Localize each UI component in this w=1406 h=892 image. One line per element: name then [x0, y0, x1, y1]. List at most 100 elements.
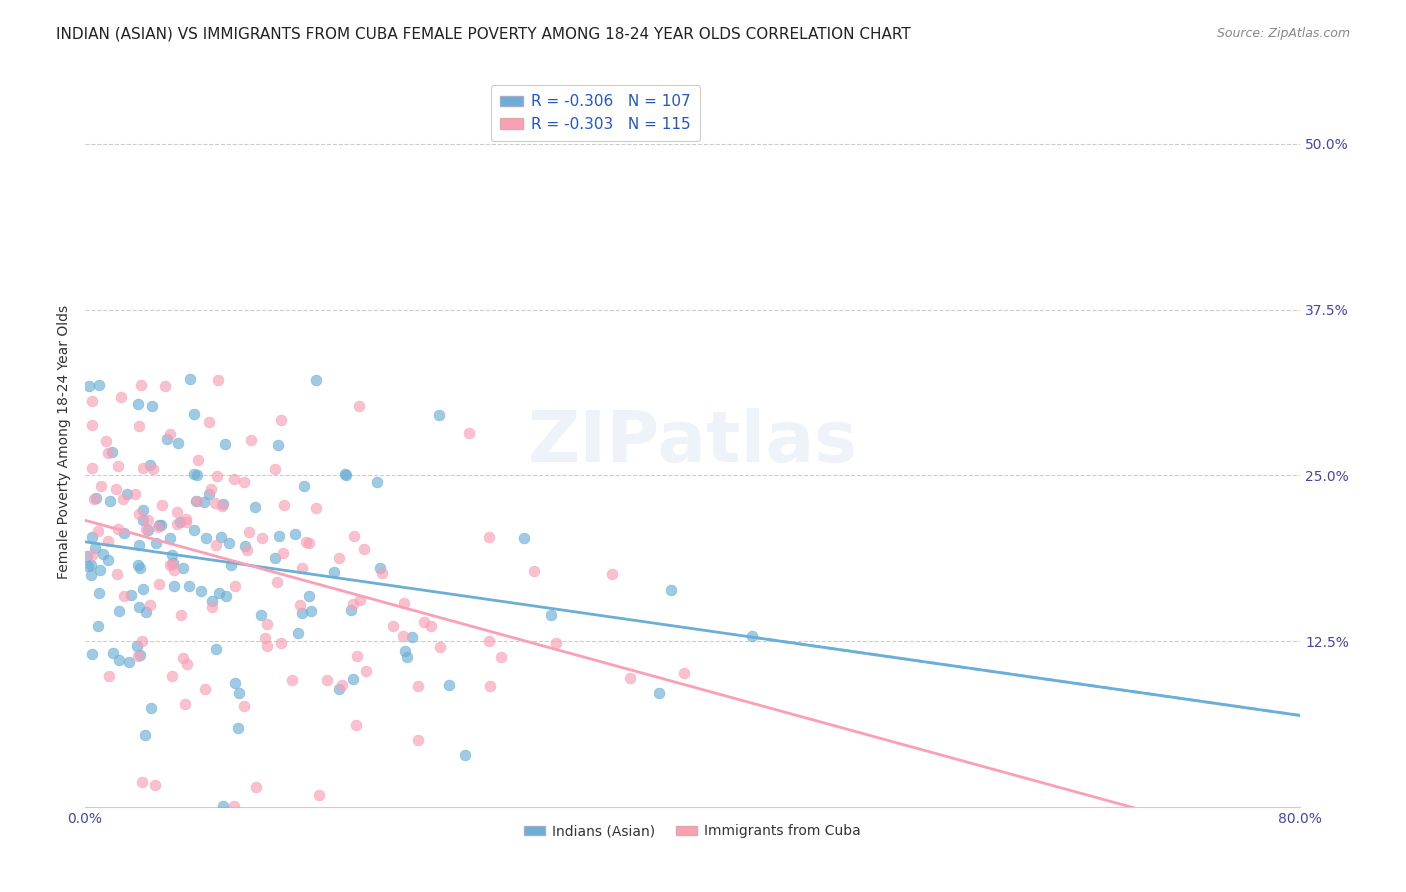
Point — [647, 686, 669, 700]
Point — [291, 606, 314, 620]
Point — [264, 551, 287, 566]
Point — [84, 491, 107, 505]
Point — [408, 732, 430, 747]
Point — [174, 516, 197, 530]
Point — [124, 487, 146, 501]
Point — [84, 541, 107, 555]
Point — [139, 598, 162, 612]
Point — [136, 513, 159, 527]
Point — [80, 647, 103, 661]
Point — [98, 494, 121, 508]
Point — [145, 535, 167, 549]
Point — [129, 378, 152, 392]
Point — [174, 512, 197, 526]
Point — [263, 462, 285, 476]
Point — [395, 649, 418, 664]
Point — [179, 372, 201, 386]
Point — [273, 498, 295, 512]
Point — [212, 798, 235, 813]
Point — [118, 655, 141, 669]
Point — [342, 597, 364, 611]
Point — [288, 598, 311, 612]
Point — [522, 564, 544, 578]
Point — [427, 408, 450, 422]
Point — [80, 558, 103, 573]
Point — [110, 390, 132, 404]
Point — [453, 748, 475, 763]
Point — [170, 608, 193, 623]
Point — [112, 589, 135, 603]
Point — [205, 469, 228, 483]
Point — [201, 594, 224, 608]
Point — [183, 523, 205, 537]
Point — [240, 434, 263, 448]
Point — [190, 584, 212, 599]
Point — [134, 728, 156, 742]
Point — [349, 592, 371, 607]
Point — [172, 561, 194, 575]
Point — [222, 472, 245, 486]
Point — [212, 497, 235, 511]
Point — [354, 664, 377, 678]
Point — [266, 438, 288, 452]
Point — [132, 582, 155, 597]
Point — [183, 467, 205, 482]
Point — [186, 467, 208, 482]
Point — [215, 590, 238, 604]
Point — [238, 524, 260, 539]
Point — [233, 475, 256, 489]
Point — [135, 605, 157, 619]
Point — [187, 452, 209, 467]
Point — [186, 494, 208, 508]
Point — [209, 530, 232, 544]
Point — [322, 566, 344, 580]
Point — [204, 496, 226, 510]
Point — [208, 586, 231, 600]
Point — [153, 379, 176, 393]
Point — [160, 557, 183, 571]
Point — [90, 479, 112, 493]
Point — [131, 634, 153, 648]
Point — [478, 679, 501, 693]
Point — [177, 579, 200, 593]
Point — [224, 675, 246, 690]
Point — [80, 394, 103, 409]
Point — [437, 678, 460, 692]
Point — [194, 681, 217, 696]
Point — [105, 483, 128, 497]
Point — [347, 399, 370, 413]
Point — [344, 718, 367, 732]
Point — [330, 678, 353, 692]
Point — [333, 467, 356, 481]
Point — [148, 577, 170, 591]
Point — [218, 535, 240, 549]
Point — [193, 495, 215, 509]
Point — [245, 500, 267, 515]
Point — [136, 523, 159, 537]
Point — [478, 633, 501, 648]
Point — [159, 558, 181, 573]
Point — [339, 603, 361, 617]
Point — [413, 615, 436, 630]
Point — [201, 599, 224, 614]
Point — [271, 546, 294, 560]
Point — [166, 505, 188, 519]
Point — [305, 373, 328, 387]
Point — [353, 542, 375, 557]
Point — [107, 604, 129, 618]
Point — [89, 563, 111, 577]
Point — [97, 553, 120, 567]
Point — [270, 413, 292, 427]
Point — [112, 526, 135, 541]
Point — [128, 538, 150, 552]
Point — [80, 418, 103, 433]
Point — [298, 536, 321, 550]
Point — [205, 538, 228, 552]
Point — [83, 492, 105, 507]
Point — [141, 399, 163, 413]
Point — [540, 607, 562, 622]
Point — [142, 462, 165, 476]
Point — [82, 530, 104, 544]
Point — [489, 649, 512, 664]
Point — [97, 534, 120, 549]
